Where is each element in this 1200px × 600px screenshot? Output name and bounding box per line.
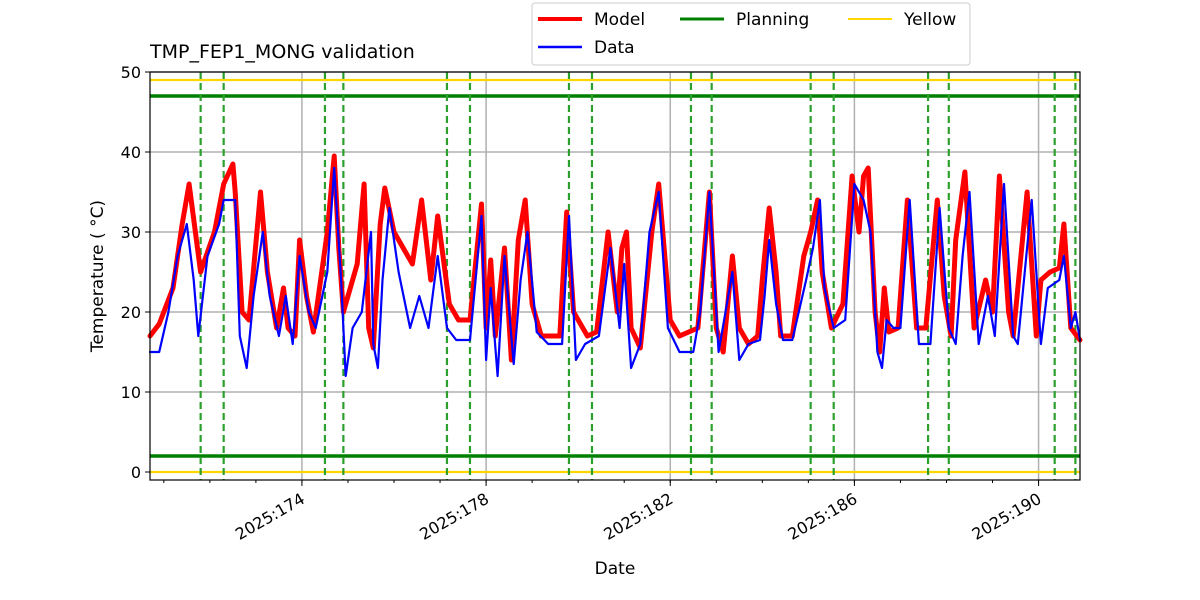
legend: Model Data Planning Yellow	[531, 2, 971, 66]
y-tick-label: 0	[131, 463, 141, 482]
x-tick-label: 2025:178	[416, 489, 492, 544]
y-tick-label: 40	[121, 143, 141, 162]
y-tick-label: 50	[121, 63, 141, 82]
y-tick-label: 20	[121, 303, 141, 322]
legend-label-data: Data	[594, 38, 635, 58]
x-axis-title: Date	[595, 559, 636, 579]
y-tick-label: 30	[121, 223, 141, 242]
limit-lines	[150, 78, 1080, 474]
y-axis-title: Temperature ( °C)	[88, 200, 108, 353]
series-line-data	[148, 166, 1082, 378]
plot-frame	[149, 71, 1081, 481]
x-tick-label: 2025:190	[969, 489, 1045, 544]
x-tick-label: 2025:174	[232, 489, 308, 544]
y-tick-label: 10	[121, 383, 141, 402]
x-tick-label: 2025:182	[600, 489, 676, 544]
legend-label-planning: Planning	[736, 10, 809, 30]
x-tick-label: 2025:186	[785, 489, 861, 544]
legend-label-yellow: Yellow	[903, 10, 956, 30]
legend-label-model: Model	[594, 10, 645, 30]
series-lines	[147, 153, 1083, 378]
chart-title: TMP_FEP1_MONG validation	[149, 41, 415, 63]
